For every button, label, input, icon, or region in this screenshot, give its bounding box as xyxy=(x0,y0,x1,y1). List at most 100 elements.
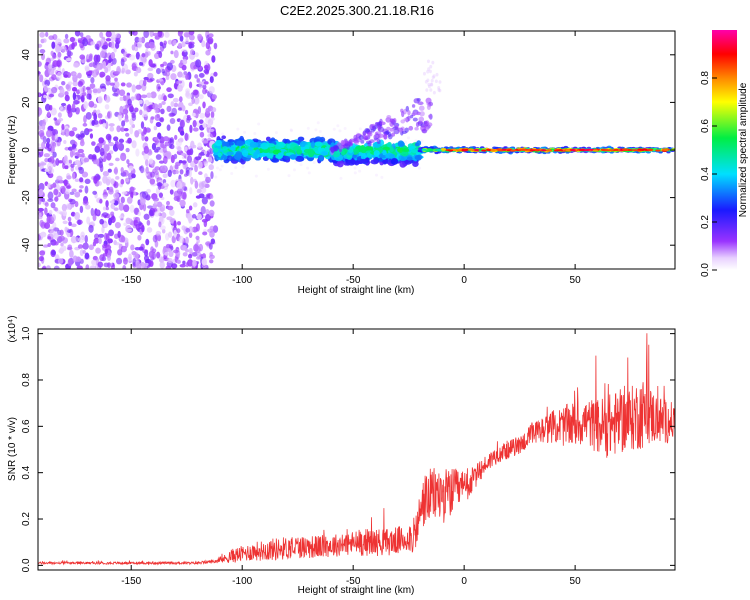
heatmap-cell xyxy=(179,119,185,129)
heatmap-cell xyxy=(192,202,198,208)
heatmap-cell xyxy=(209,252,213,257)
heatmap-cell xyxy=(74,31,81,37)
heatmap-cell xyxy=(290,129,294,133)
heatmap-cell xyxy=(93,54,99,63)
heatmap-cell xyxy=(102,60,107,70)
heatmap-cell xyxy=(98,137,105,144)
heatmap-cell xyxy=(203,64,209,70)
heatmap-cell xyxy=(143,76,149,81)
x-tick-label: 0 xyxy=(461,275,467,286)
heatmap-cell xyxy=(408,125,414,131)
heatmap-cell xyxy=(63,140,67,145)
heatmap-cell xyxy=(39,32,45,38)
heatmap-cell xyxy=(203,81,209,85)
snr-y-multiplier: (x10⁴) xyxy=(7,315,18,342)
heatmap-cell xyxy=(205,41,211,50)
heatmap-cell xyxy=(120,235,126,243)
colorbar-tick-label: 0.8 xyxy=(700,71,711,85)
heatmap-cell xyxy=(188,81,193,89)
heatmap-cell xyxy=(158,160,165,164)
heatmap-cell xyxy=(70,163,75,168)
heatmap-cell xyxy=(176,228,181,234)
heatmap-cell xyxy=(42,38,47,43)
heatmap-cell xyxy=(186,114,191,119)
heatmap-cell xyxy=(96,209,100,215)
heatmap-cell xyxy=(456,148,463,151)
heatmap-cell xyxy=(173,229,178,238)
heatmap-cell xyxy=(163,136,170,142)
heatmap-cell xyxy=(134,246,141,251)
heatmap-cell xyxy=(137,211,142,216)
heatmap-cell xyxy=(68,221,72,226)
heatmap-cell xyxy=(43,153,51,158)
heatmap-cell xyxy=(45,265,51,269)
heatmap-cell xyxy=(75,236,79,243)
heatmap-cell xyxy=(66,175,72,180)
heatmap-cell xyxy=(104,95,111,103)
heatmap-cell xyxy=(424,80,428,84)
heatmap-cell xyxy=(114,221,121,229)
heatmap-cell xyxy=(105,206,109,211)
heatmap-cell xyxy=(60,242,64,247)
heatmap-cell xyxy=(205,208,210,215)
heatmap-cell xyxy=(82,85,86,93)
heatmap-cell xyxy=(38,92,41,98)
x-tick-label: -100 xyxy=(232,275,252,286)
heatmap-cell xyxy=(50,107,57,116)
heatmap-cell xyxy=(183,173,188,177)
heatmap-cell xyxy=(113,207,119,211)
heatmap-cell xyxy=(412,117,418,122)
y-tick-label: 1.0 xyxy=(21,326,32,340)
y-tick-label: 0.0 xyxy=(21,558,32,572)
heatmap-cell xyxy=(191,112,196,117)
heatmap-cell xyxy=(155,67,161,75)
heatmap-cell xyxy=(383,133,388,140)
heatmap-cell xyxy=(430,78,434,83)
heatmap-cell xyxy=(77,81,83,88)
heatmap-cell xyxy=(41,141,46,149)
heatmap-cell xyxy=(71,103,76,111)
heatmap-cell xyxy=(53,188,59,196)
heatmap-cell xyxy=(197,106,202,115)
heatmap-cell xyxy=(435,72,439,77)
heatmap-cell xyxy=(167,169,172,178)
heatmap-cell xyxy=(82,38,88,47)
heatmap-cell xyxy=(521,148,527,151)
heatmap-cell xyxy=(358,127,362,131)
heatmap-cell xyxy=(190,176,194,185)
heatmap-cell xyxy=(163,40,168,46)
heatmap-cell xyxy=(139,109,143,116)
heatmap-cell xyxy=(176,80,180,85)
heatmap-cell xyxy=(213,42,218,50)
heatmap-cell xyxy=(307,171,311,175)
heatmap-cell xyxy=(108,162,114,166)
heatmap-cell xyxy=(202,122,207,129)
heatmap-cell xyxy=(67,216,72,222)
heatmap-cell xyxy=(243,130,247,134)
heatmap-cell xyxy=(430,82,434,87)
heatmap-cell xyxy=(44,103,51,112)
heatmap-cell xyxy=(127,137,132,144)
heatmap-cell xyxy=(122,169,129,177)
heatmap-cell xyxy=(144,51,149,58)
heatmap-cell xyxy=(199,112,206,119)
heatmap-cell xyxy=(66,184,72,189)
heatmap-cell xyxy=(110,178,115,185)
heatmap-cell xyxy=(166,200,170,206)
heatmap-cell xyxy=(370,159,379,165)
heatmap-cell xyxy=(202,160,209,164)
y-tick-label: 40 xyxy=(21,49,32,61)
heatmap-cell xyxy=(41,197,46,203)
heatmap-cell xyxy=(183,31,190,38)
heatmap-cell xyxy=(84,185,89,194)
heatmap-cell xyxy=(142,109,148,118)
heatmap-cell xyxy=(128,172,134,180)
heatmap-cell xyxy=(77,148,84,154)
heatmap-cell xyxy=(179,199,186,207)
heatmap-cell xyxy=(117,230,121,239)
heatmap-cell xyxy=(124,177,130,183)
heatmap-cell xyxy=(230,172,234,176)
heatmap-cell xyxy=(47,63,53,69)
heatmap-cell xyxy=(92,190,98,195)
heatmap-cell xyxy=(379,121,386,126)
